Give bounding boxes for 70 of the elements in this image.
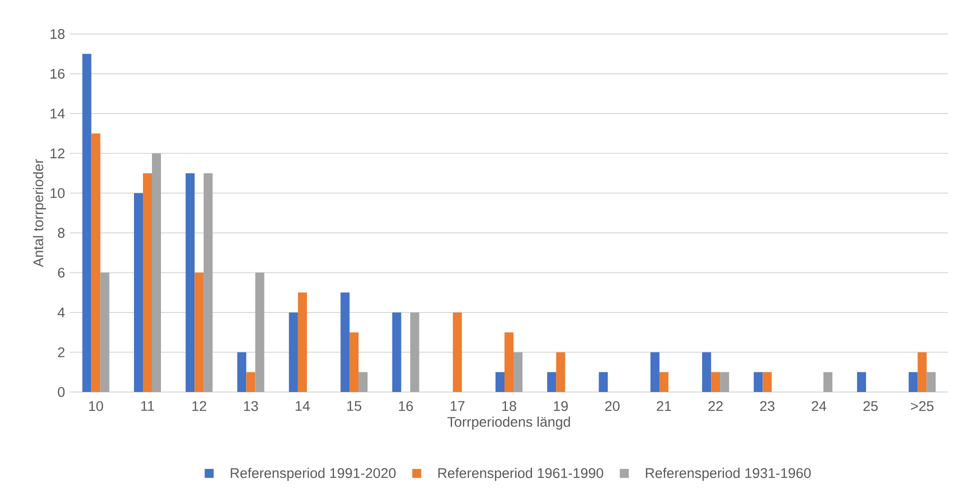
bar [186, 173, 195, 392]
x-tick-label: 10 [89, 401, 104, 412]
y-tick-label: 2 [58, 347, 64, 358]
bar [100, 272, 110, 392]
bar [255, 272, 264, 392]
bar [194, 272, 204, 392]
y-tick-label: 12 [50, 148, 64, 158]
bar [556, 352, 566, 392]
bar [204, 173, 213, 392]
bar [452, 312, 462, 392]
y-tick-label: 4 [58, 308, 65, 318]
legend-label: Referensperiod 1931-1960 [646, 468, 811, 481]
y-tick-label: 10 [50, 188, 65, 198]
bar [514, 352, 523, 392]
bar [288, 312, 298, 392]
y-tick-label: 0 [58, 387, 65, 397]
x-tick-label: 15 [347, 401, 362, 411]
bar [246, 372, 256, 392]
y-axis-title: Antal torrperioder [32, 159, 46, 268]
y-tick-label: 16 [50, 68, 65, 79]
bar [926, 372, 936, 392]
bar [754, 372, 763, 392]
bar [392, 312, 402, 392]
y-tick-label: 6 [58, 268, 65, 278]
bar [504, 332, 514, 392]
x-tick-label: 16 [398, 401, 413, 412]
x-tick-label: 12 [192, 401, 206, 411]
x-tick-label: 23 [760, 401, 774, 412]
bar [908, 372, 918, 392]
bar [720, 372, 730, 392]
legend-label: Referensperiod 1961-1990 [438, 468, 604, 481]
legend-label: Referensperiod 1991-2020 [230, 468, 396, 481]
bar [857, 372, 866, 392]
bar [237, 352, 246, 392]
bar [711, 372, 720, 392]
x-tick-label: 19 [554, 401, 568, 412]
bar [350, 332, 359, 392]
bar [82, 54, 92, 392]
bar [358, 372, 368, 392]
bar [762, 372, 772, 392]
bar [410, 312, 420, 392]
x-tick-label: 13 [244, 401, 258, 412]
bar [91, 133, 100, 392]
x-tick-label: 11 [141, 401, 154, 411]
x-tick-label: 22 [708, 401, 723, 411]
x-tick-label: 17 [450, 401, 464, 411]
y-tick-label: 8 [58, 228, 65, 238]
x-tick-label: 14 [296, 401, 310, 411]
bar [823, 372, 832, 392]
bar [918, 352, 927, 392]
bar [702, 352, 712, 392]
bar [134, 193, 143, 392]
bar [547, 372, 556, 392]
bar [152, 153, 161, 392]
x-tick-label: >25 [911, 401, 934, 412]
x-tick-label: 21 [656, 401, 672, 411]
x-tick-label: 25 [863, 401, 878, 412]
x-axis-title: Torrperiodens längd [447, 416, 570, 430]
bar [650, 352, 660, 392]
y-tick-label: 18 [50, 29, 65, 39]
x-tick-label: 20 [605, 401, 620, 412]
bar [496, 372, 505, 392]
bar [340, 292, 350, 392]
bar [598, 372, 608, 392]
bar [142, 173, 152, 392]
y-tick-label: 14 [50, 108, 65, 118]
x-tick-label: 18 [502, 401, 516, 412]
bar [659, 372, 668, 392]
bar [298, 292, 307, 392]
x-tick-label: 24 [812, 401, 826, 411]
